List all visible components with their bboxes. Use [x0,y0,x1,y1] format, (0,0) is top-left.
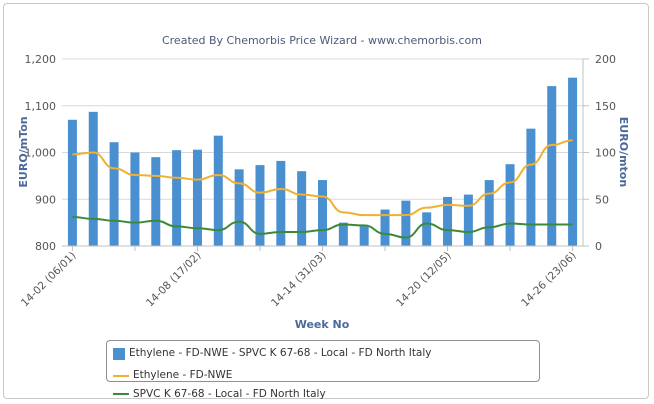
bar [276,160,286,246]
chart-frame [3,3,649,399]
bar [151,157,161,246]
x-tick-label: 14-20 (12/05) [394,250,454,310]
bar [401,200,411,246]
chart-svg: Created By Chemorbis Price Wizard - www.… [17,34,630,331]
bar [255,165,265,246]
x-tick-label: 14-26 (23/06) [519,250,579,310]
bar [172,150,182,246]
bar [130,152,140,246]
bar [234,169,244,246]
y-tick-left: 1,100 [25,100,57,113]
y-tick-right: 200 [595,53,616,66]
y-tick-right: 0 [595,240,602,253]
bar [422,212,432,246]
bar [297,171,307,246]
legend: Ethylene - FD-NWE - SPVC K 67-68 - Local… [106,340,540,400]
y-tick-left: 1,000 [25,147,57,160]
x-axis-label: Week No [295,318,350,331]
legend-label: Ethylene - FD-NWE - SPVC K 67-68 - Local… [129,347,432,359]
legend-swatch [113,374,129,377]
legend-item-spvc[interactable]: SPVC K 67-68 - Local - FD North Italy [113,386,326,403]
x-tick-label: 14-08 (17/02) [144,250,204,310]
y-tick-left: 1,200 [25,53,57,66]
legend-swatch [113,393,129,395]
bar [359,224,369,246]
y-axis-left-label: EURO/mTon [17,116,30,187]
bar [213,135,223,246]
chart-title: Created By Chemorbis Price Wizard - www.… [162,34,482,47]
y-tick-right: 50 [595,193,609,206]
bar [192,149,202,246]
bar [109,142,119,246]
bar [568,77,578,246]
x-tick-label: 14-02 (06/01) [19,250,79,310]
legend-label: Ethylene - FD-NWE [133,369,233,381]
y-tick-right: 150 [595,100,616,113]
legend-swatch [113,347,125,360]
bar [505,164,515,246]
bar [547,86,557,247]
bar [484,180,494,246]
y-tick-left: 900 [35,193,56,206]
y-tick-left: 800 [35,240,56,253]
series-line [72,139,573,217]
bar [88,111,98,246]
y-tick-right: 100 [595,147,616,160]
bar [526,128,536,246]
bar [67,119,77,246]
bar [380,209,390,246]
series-line [72,216,573,239]
bar [463,194,473,246]
y-axis-right-label: EURO/mton [617,117,630,187]
legend-item-bar[interactable]: Ethylene - FD-NWE - SPVC K 67-68 - Local… [113,345,432,362]
bar [318,180,327,246]
legend-item-ethylene[interactable]: Ethylene - FD-NWE [113,367,232,384]
legend-label: SPVC K 67-68 - Local - FD North Italy [133,387,326,400]
bar [338,222,348,246]
bar [443,196,453,246]
x-tick-label: 14-14 (31/03) [269,250,329,310]
